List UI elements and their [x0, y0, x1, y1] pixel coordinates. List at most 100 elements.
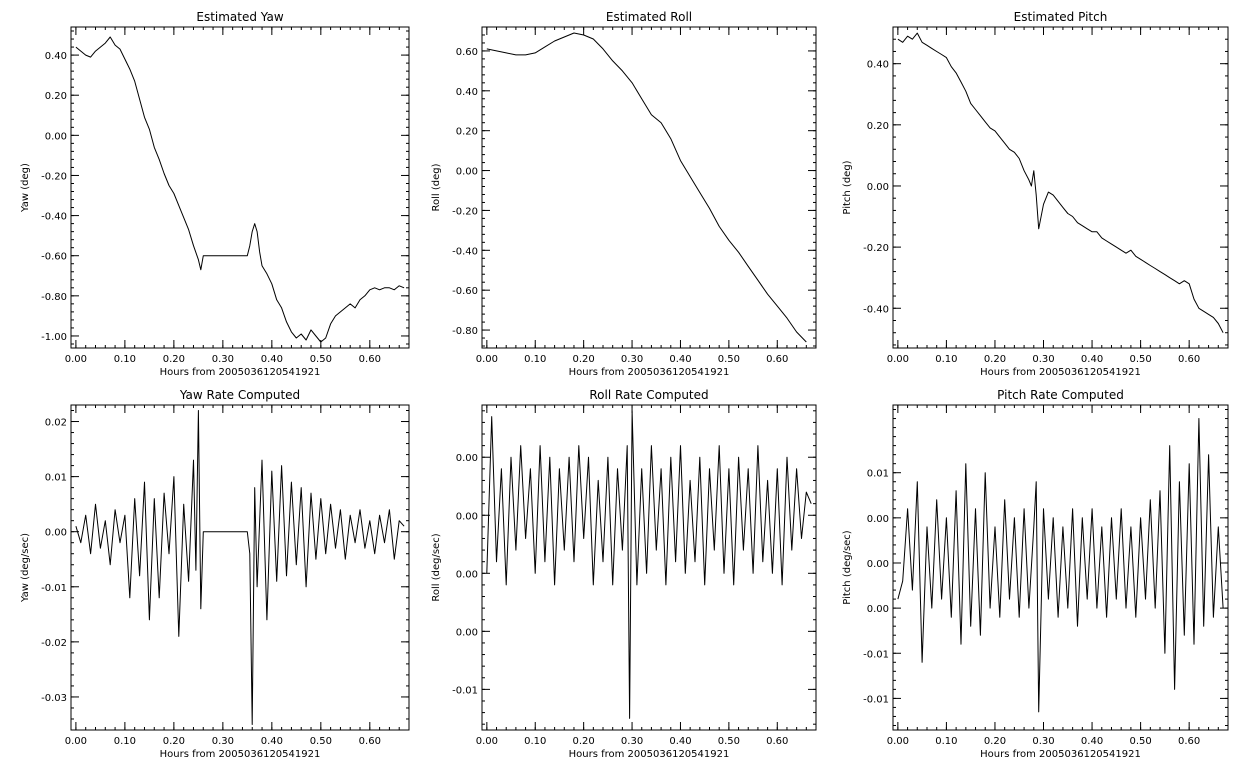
y-axis-label: Yaw (deg/sec) [20, 533, 31, 603]
x-tick-label: 0.10 [524, 354, 546, 365]
y-tick-label: -0.60 [452, 286, 478, 297]
y-tick-label: 0.00 [456, 511, 478, 522]
chart-title: Estimated Pitch [1014, 10, 1108, 24]
x-tick-label: 0.40 [261, 354, 283, 365]
y-tick-label: -0.20 [863, 243, 889, 254]
x-tick-label: 0.30 [212, 354, 234, 365]
x-tick-label: 0.40 [1081, 736, 1103, 747]
series-line-0 [75, 410, 405, 725]
x-tick-label: 0.20 [573, 354, 595, 365]
x-tick-label: 0.10 [935, 354, 957, 365]
y-tick-label: 0.20 [867, 121, 889, 132]
x-tick-label: 0.20 [163, 736, 185, 747]
y-tick-label: -1.00 [41, 332, 67, 343]
y-tick-label: 0.00 [867, 559, 889, 570]
x-tick-label: 0.30 [1032, 736, 1054, 747]
y-tick-label: 0.00 [867, 514, 889, 525]
x-tick-label: 0.10 [935, 736, 957, 747]
x-tick-label: 0.20 [984, 354, 1006, 365]
chart-title: Estimated Roll [606, 10, 692, 24]
x-tick-label: 0.30 [621, 354, 643, 365]
x-axis-label: Hours from 2005036120541921 [980, 749, 1141, 760]
plot-frame [481, 26, 817, 349]
x-tick-label: 0.20 [163, 354, 185, 365]
x-tick-label: 0.00 [476, 736, 498, 747]
x-tick-label: 0.60 [766, 354, 788, 365]
x-tick-label: 0.50 [718, 354, 740, 365]
x-tick-label: 0.00 [65, 736, 87, 747]
chart-title: Roll Rate Computed [589, 388, 708, 402]
chart-title: Pitch Rate Computed [997, 388, 1124, 402]
x-tick-label: 0.60 [359, 736, 381, 747]
x-tick-label: 0.50 [1129, 354, 1151, 365]
x-axis-label: Hours from 2005036120541921 [569, 367, 730, 378]
y-axis-label: Pitch (deg) [842, 160, 853, 214]
x-tick-label: 0.10 [114, 736, 136, 747]
y-tick-label: -0.40 [452, 246, 478, 257]
y-tick-label: 0.20 [456, 127, 478, 138]
x-tick-label: 0.60 [359, 354, 381, 365]
x-tick-label: 0.60 [1178, 736, 1200, 747]
y-tick-label: 0.60 [456, 47, 478, 58]
y-tick-label: -0.20 [41, 171, 67, 182]
y-tick-label: -0.02 [41, 638, 67, 649]
series-line-0 [897, 32, 1224, 333]
y-tick-label: -0.01 [452, 685, 478, 696]
plot-frame [892, 404, 1229, 731]
y-axis-label: Roll (deg) [431, 163, 442, 211]
y-tick-label: -0.03 [41, 693, 67, 704]
plot-frame [481, 404, 817, 731]
y-axis-label: Pitch (deg/sec) [842, 530, 853, 605]
x-tick-label: 0.40 [669, 736, 691, 747]
y-tick-label: 0.00 [456, 453, 478, 464]
x-axis-label: Hours from 2005036120541921 [980, 367, 1141, 378]
y-tick-label: 0.00 [456, 167, 478, 178]
y-tick-label: 0.20 [45, 91, 67, 102]
y-tick-label: -0.80 [41, 292, 67, 303]
x-tick-label: 0.60 [1178, 354, 1200, 365]
y-tick-label: -0.01 [863, 694, 889, 705]
y-tick-label: 0.00 [45, 528, 67, 539]
y-tick-label: -0.40 [41, 212, 67, 223]
y-tick-label: 0.40 [456, 87, 478, 98]
series-line-0 [486, 410, 812, 719]
y-tick-label: -0.40 [863, 304, 889, 315]
x-tick-label: 0.30 [212, 736, 234, 747]
y-tick-label: 0.01 [45, 473, 67, 484]
chart-panel-2: Estimated Pitch Hours from 20050361205419… [842, 10, 1229, 378]
x-tick-label: 0.50 [718, 736, 740, 747]
y-tick-label: 0.00 [456, 569, 478, 580]
chart-panel-3: Yaw Rate Computed Hours from 200503612054… [20, 388, 410, 760]
x-tick-label: 0.10 [524, 736, 546, 747]
x-tick-label: 0.00 [887, 354, 909, 365]
x-tick-label: 0.00 [887, 736, 909, 747]
x-tick-label: 0.00 [476, 354, 498, 365]
x-axis-label: Hours from 2005036120541921 [160, 749, 321, 760]
x-tick-label: 0.30 [621, 736, 643, 747]
y-tick-label: -0.60 [41, 252, 67, 263]
chart-title: Estimated Yaw [196, 10, 283, 24]
y-tick-label: 0.01 [867, 469, 889, 480]
y-tick-label: 0.00 [867, 182, 889, 193]
series-line-0 [486, 32, 807, 343]
x-tick-label: 0.40 [261, 736, 283, 747]
y-tick-label: 0.00 [45, 131, 67, 142]
x-tick-label: 0.30 [1032, 354, 1054, 365]
y-axis-label: Roll (deg/sec) [431, 533, 442, 601]
y-tick-label: 0.02 [45, 418, 67, 429]
plot-frame [892, 26, 1229, 349]
x-tick-label: 0.40 [669, 354, 691, 365]
x-tick-label: 0.50 [310, 354, 332, 365]
x-axis-label: Hours from 2005036120541921 [569, 749, 730, 760]
chart-panel-4: Roll Rate Computed Hours from 20050361205… [431, 388, 817, 760]
plot-frame [70, 404, 410, 731]
x-tick-label: 0.20 [984, 736, 1006, 747]
y-tick-label: -0.80 [452, 326, 478, 337]
series-line-0 [897, 418, 1224, 713]
x-tick-label: 0.10 [114, 354, 136, 365]
y-axis-label: Yaw (deg) [20, 163, 31, 213]
x-tick-label: 0.60 [766, 736, 788, 747]
y-tick-label: -0.01 [863, 649, 889, 660]
x-tick-label: 0.00 [65, 354, 87, 365]
